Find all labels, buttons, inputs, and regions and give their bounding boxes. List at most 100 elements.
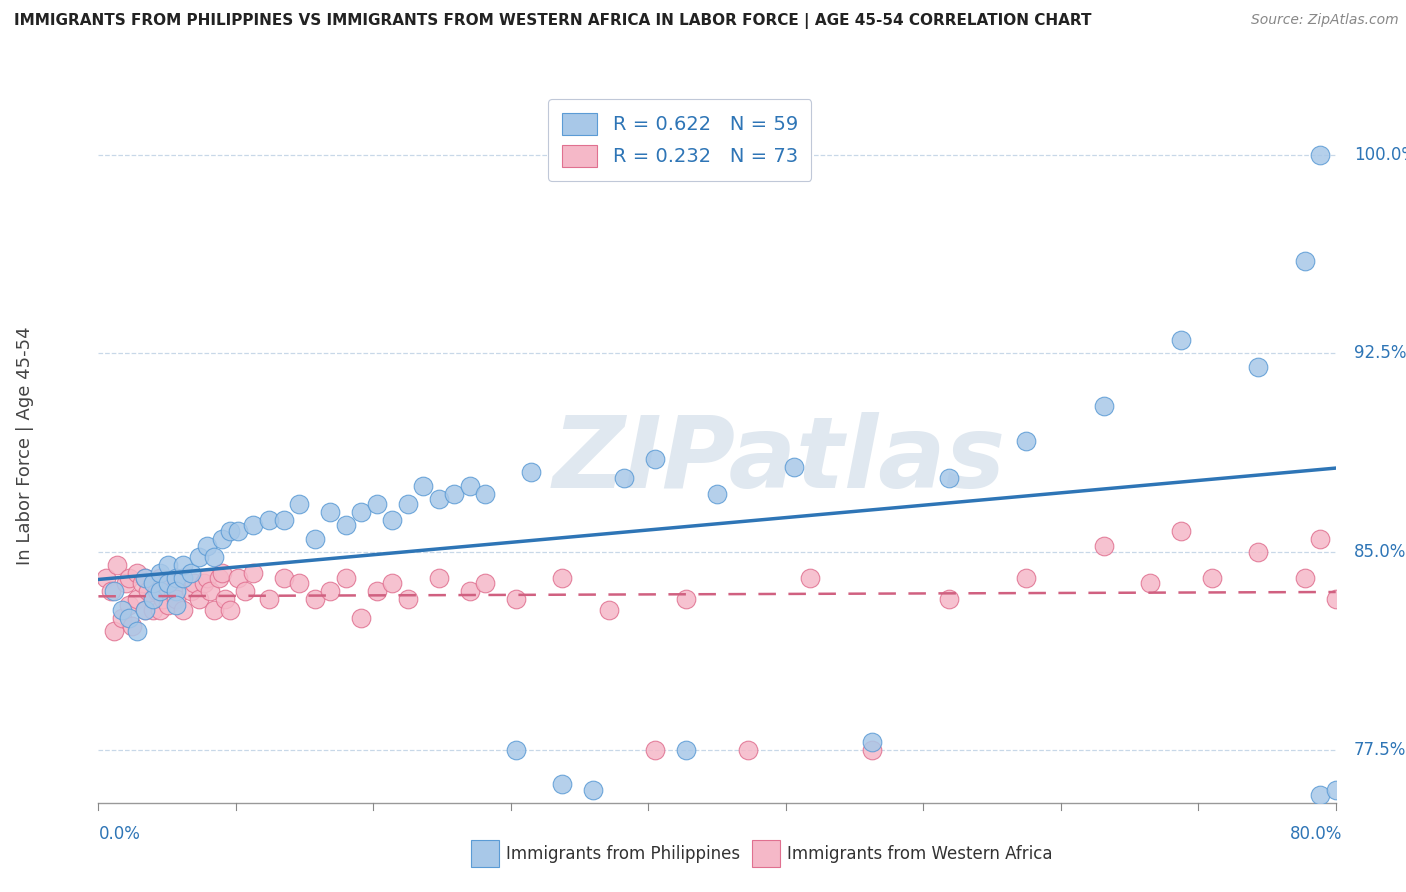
Point: [1092, 540, 1115, 554]
Text: In Labor Force | Age 45-54: In Labor Force | Age 45-54: [17, 326, 34, 566]
Point: [288, 576, 311, 591]
Point: [505, 743, 527, 757]
Point: [860, 735, 883, 749]
Point: [1294, 254, 1316, 268]
Text: 92.5%: 92.5%: [1354, 344, 1406, 362]
Point: [165, 598, 187, 612]
Point: [157, 576, 180, 591]
Point: [193, 576, 215, 591]
Point: [115, 576, 138, 591]
Point: [396, 497, 419, 511]
Point: [474, 486, 496, 500]
Point: [188, 592, 211, 607]
Point: [335, 571, 357, 585]
Point: [319, 584, 342, 599]
Point: [350, 611, 373, 625]
Point: [118, 598, 141, 612]
Point: [366, 584, 388, 599]
Point: [366, 497, 388, 511]
Point: [1170, 333, 1192, 347]
Text: 85.0%: 85.0%: [1354, 542, 1406, 561]
Point: [1324, 782, 1347, 797]
Point: [127, 592, 149, 607]
Point: [1139, 576, 1161, 591]
Point: [96, 571, 118, 585]
Point: [208, 571, 231, 585]
Point: [1015, 434, 1038, 448]
Point: [157, 576, 180, 591]
Point: [335, 518, 357, 533]
Point: [162, 584, 184, 599]
Text: ZIPatlas: ZIPatlas: [553, 412, 1005, 508]
Point: [319, 505, 342, 519]
Point: [141, 592, 165, 607]
Point: [242, 566, 264, 580]
Point: [103, 584, 125, 599]
Point: [427, 571, 450, 585]
Point: [134, 571, 156, 585]
Point: [165, 584, 187, 599]
Point: [783, 460, 806, 475]
Point: [551, 571, 574, 585]
Point: [180, 566, 202, 580]
Point: [172, 603, 194, 617]
Point: [582, 782, 605, 797]
Point: [675, 743, 697, 757]
Point: [100, 584, 122, 599]
Point: [105, 558, 128, 572]
Point: [172, 558, 194, 572]
Point: [288, 497, 311, 511]
Point: [219, 603, 242, 617]
Point: [127, 566, 149, 580]
Point: [131, 576, 153, 591]
Point: [443, 486, 465, 500]
Point: [152, 592, 174, 607]
Text: 0.0%: 0.0%: [98, 825, 141, 843]
Point: [350, 505, 373, 519]
Point: [141, 603, 165, 617]
Point: [1294, 571, 1316, 585]
Point: [226, 571, 249, 585]
Point: [111, 603, 132, 617]
Point: [233, 584, 257, 599]
Point: [134, 571, 156, 585]
Point: [257, 592, 280, 607]
Point: [118, 571, 141, 585]
Point: [613, 471, 636, 485]
Point: [136, 584, 159, 599]
Point: [146, 584, 169, 599]
Text: Immigrants from Philippines: Immigrants from Philippines: [506, 845, 741, 863]
Point: [188, 549, 211, 564]
Point: [165, 592, 187, 607]
Point: [860, 743, 883, 757]
Point: [183, 576, 205, 591]
Point: [149, 584, 172, 599]
Text: Immigrants from Western Africa: Immigrants from Western Africa: [787, 845, 1053, 863]
Point: [149, 571, 172, 585]
Point: [195, 540, 218, 554]
Point: [551, 777, 574, 791]
Point: [644, 452, 666, 467]
Point: [219, 524, 242, 538]
Point: [211, 532, 233, 546]
Point: [381, 513, 404, 527]
Point: [644, 743, 666, 757]
Legend: R = 0.622   N = 59, R = 0.232   N = 73: R = 0.622 N = 59, R = 0.232 N = 73: [548, 99, 811, 181]
Text: 77.5%: 77.5%: [1354, 741, 1406, 759]
Point: [938, 592, 960, 607]
Point: [121, 618, 143, 632]
Point: [1324, 592, 1347, 607]
Point: [180, 584, 202, 599]
Point: [118, 611, 141, 625]
Point: [1247, 359, 1270, 374]
Point: [304, 592, 326, 607]
Point: [214, 592, 236, 607]
Point: [458, 478, 481, 492]
Point: [204, 603, 226, 617]
Text: IMMIGRANTS FROM PHILIPPINES VS IMMIGRANTS FROM WESTERN AFRICA IN LABOR FORCE | A: IMMIGRANTS FROM PHILIPPINES VS IMMIGRANT…: [14, 13, 1091, 29]
Point: [1015, 571, 1038, 585]
Point: [505, 592, 527, 607]
Point: [396, 592, 419, 607]
Point: [149, 566, 172, 580]
Point: [381, 576, 404, 591]
